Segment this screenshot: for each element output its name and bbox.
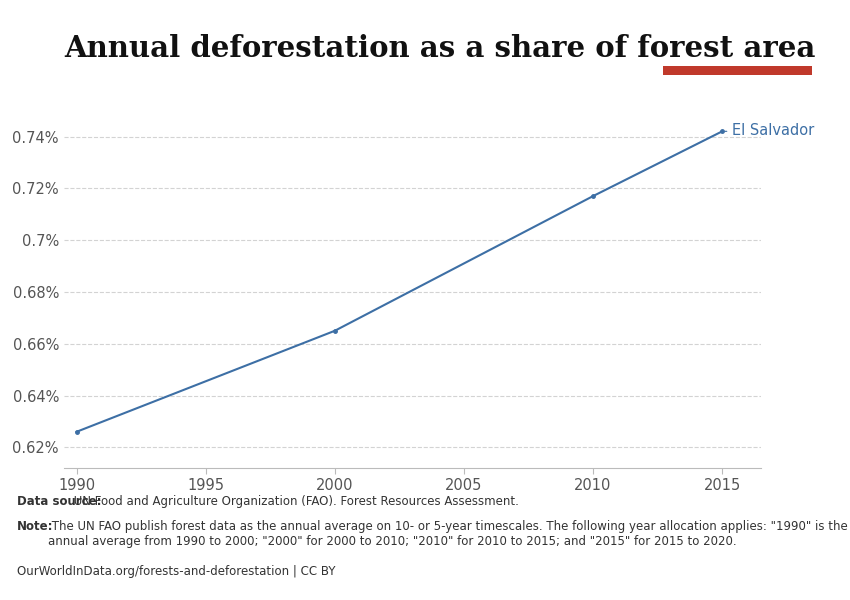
Bar bbox=[663, 67, 812, 75]
Text: Our World: Our World bbox=[704, 33, 771, 46]
Text: The UN FAO publish forest data as the annual average on 10- or 5-year timescales: The UN FAO publish forest data as the an… bbox=[48, 520, 847, 548]
Text: UN Food and Agriculture Organization (FAO). Forest Resources Assessment.: UN Food and Agriculture Organization (FA… bbox=[70, 495, 518, 508]
Text: El Salvador: El Salvador bbox=[725, 122, 814, 137]
Text: OurWorldInData.org/forests-and-deforestation | CC BY: OurWorldInData.org/forests-and-deforesta… bbox=[17, 565, 336, 578]
Text: Note:: Note: bbox=[17, 520, 54, 533]
Text: in Data: in Data bbox=[713, 50, 762, 63]
Text: Annual deforestation as a share of forest area: Annual deforestation as a share of fores… bbox=[64, 34, 815, 63]
Text: Data source:: Data source: bbox=[17, 495, 101, 508]
